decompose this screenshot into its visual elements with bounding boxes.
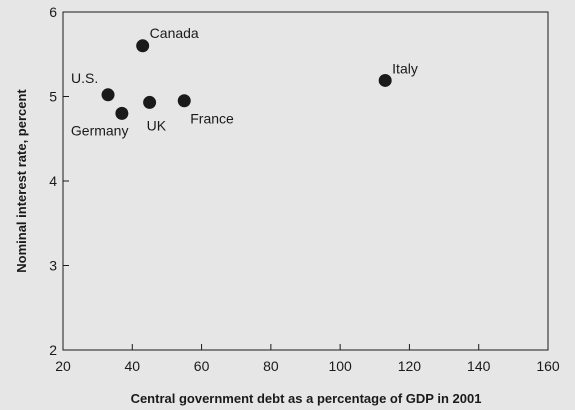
data-points xyxy=(101,39,392,120)
x-tick-label: 20 xyxy=(55,358,71,374)
point-label: France xyxy=(190,111,234,127)
x-tick-label: 140 xyxy=(467,358,491,374)
y-axis-title: Nominal interest rate, percent xyxy=(14,89,29,273)
y-tick-label: 4 xyxy=(49,173,57,189)
x-tick-label: 120 xyxy=(398,358,422,374)
axis-ticks: 20 40 60 80 100 120 140 160 2 3 4 5 6 xyxy=(49,4,560,374)
point-label: Canada xyxy=(150,25,199,41)
data-point xyxy=(143,95,157,109)
y-tick-label: 2 xyxy=(49,342,57,358)
data-point xyxy=(177,94,191,108)
x-tick-label: 60 xyxy=(194,358,210,374)
plot-area xyxy=(62,11,549,351)
x-tick-label: 40 xyxy=(124,358,140,374)
x-tick-label: 160 xyxy=(536,358,560,374)
point-label: U.S. xyxy=(71,70,98,86)
x-tick-label: 100 xyxy=(328,358,352,374)
y-tick-label: 6 xyxy=(49,4,57,20)
x-tick-label: 80 xyxy=(263,358,279,374)
point-labels: U.S. Germany Canada UK France Italy xyxy=(71,25,418,139)
point-label: UK xyxy=(147,117,167,133)
data-point xyxy=(136,39,150,53)
data-point xyxy=(378,73,392,87)
data-point xyxy=(115,106,129,120)
point-label: Italy xyxy=(392,60,418,76)
y-tick-label: 5 xyxy=(49,89,57,105)
data-point xyxy=(101,88,115,102)
y-tick-label: 3 xyxy=(49,258,57,274)
point-label: Germany xyxy=(71,122,129,138)
x-axis-title: Central government debt as a percentage … xyxy=(131,391,482,406)
